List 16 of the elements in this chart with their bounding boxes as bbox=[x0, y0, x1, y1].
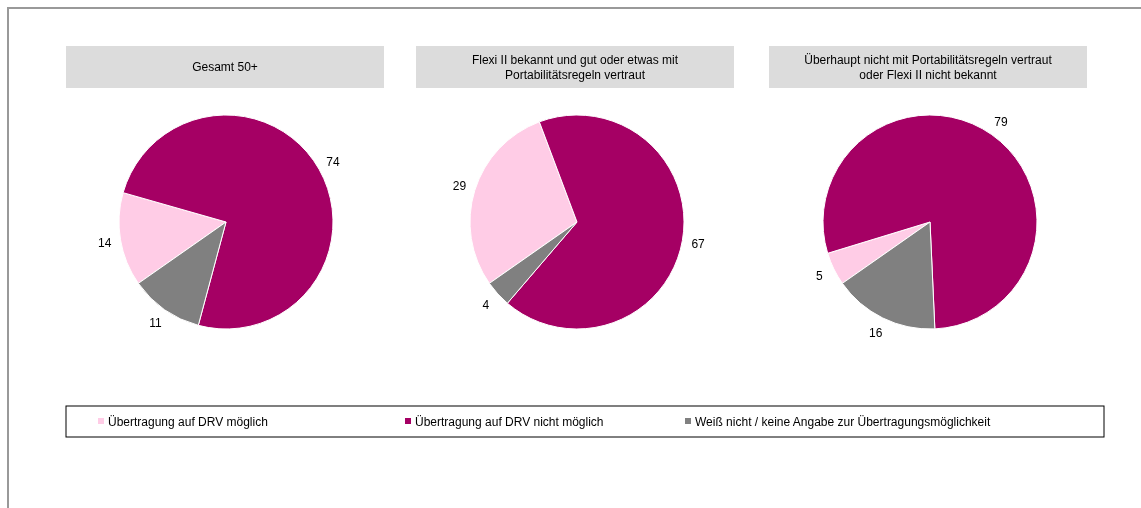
data-label: 29 bbox=[452, 178, 467, 193]
data-label: 67 bbox=[691, 236, 706, 251]
data-label: 4 bbox=[482, 297, 490, 312]
chart-title: Überhaupt nicht mit Portabilitätsregeln vertraut oder Flexi II nicht bekannt bbox=[804, 52, 1053, 82]
data-label: 5 bbox=[816, 269, 824, 284]
chart-title: Gesamt 50+ bbox=[192, 60, 258, 75]
data-label: 74 bbox=[326, 154, 340, 169]
chart-title: Flexi II bekannt und gut oder etwas mit Portabilitätsregeln vertraut bbox=[471, 52, 679, 82]
legend-label: Weiß nicht / keine Angabe zur Übertragungsmöglichkeit bbox=[695, 415, 991, 430]
data-label: 11 bbox=[149, 315, 162, 330]
data-label: 14 bbox=[98, 235, 112, 250]
legend-label: Übertragung auf DRV möglich bbox=[108, 415, 268, 430]
pie-slice bbox=[822, 114, 1038, 330]
legend-label: Übertragung auf DRV nicht möglich bbox=[415, 415, 604, 430]
data-label: 79 bbox=[994, 114, 1008, 129]
data-label: 16 bbox=[869, 325, 883, 340]
